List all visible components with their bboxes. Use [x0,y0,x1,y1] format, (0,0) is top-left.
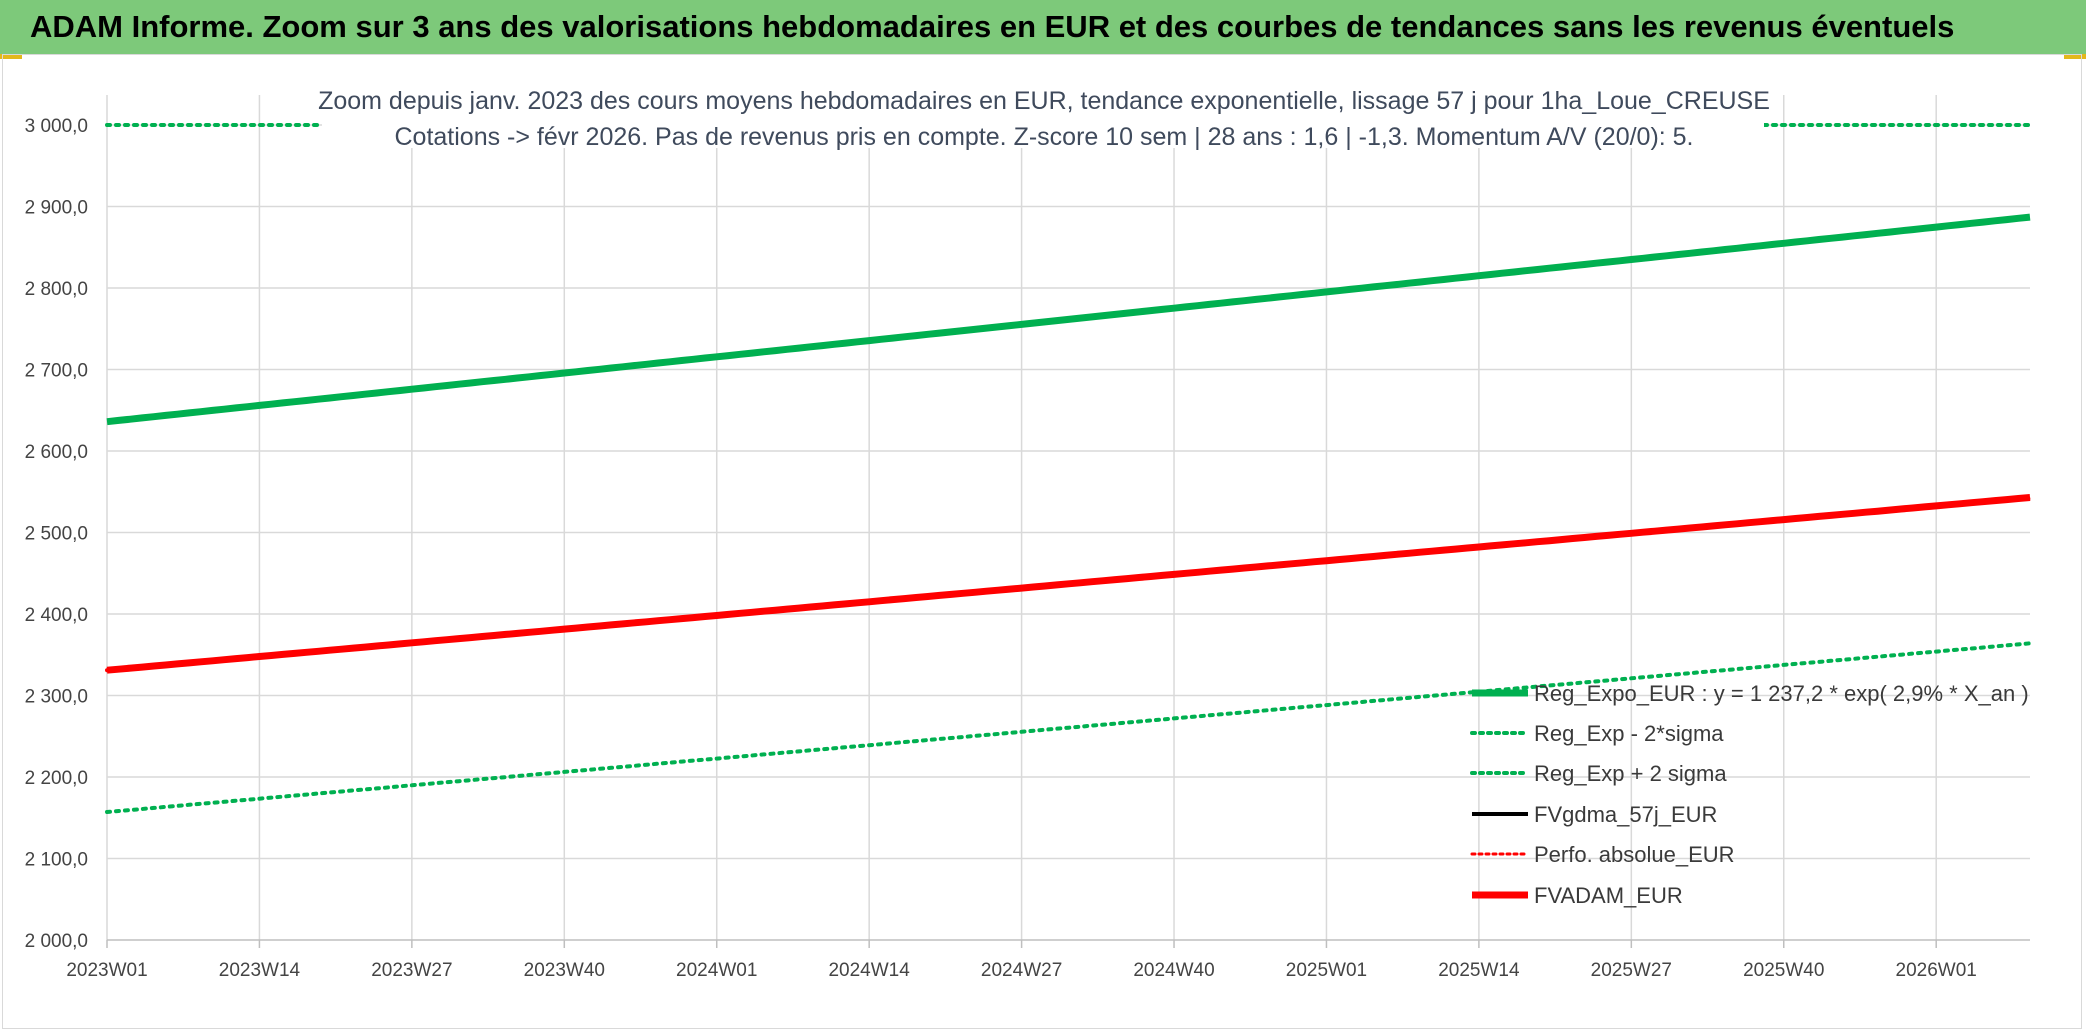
x-tick-label: 2024W01 [676,960,757,981]
y-tick-label: 2 900,0 [25,198,88,219]
y-tick-label: 3 000,0 [25,116,88,137]
x-tick-label: 2023W40 [524,960,605,981]
y-tick-label: 2 700,0 [25,361,88,382]
y-tick-label: 2 400,0 [25,605,88,626]
chart-title-line-1: Zoom depuis janv. 2023 des cours moyens … [318,87,1770,115]
y-axis-ticks: 2 000,0 2 100,0 2 200,0 2 300,0 2 400,0 2 500… [25,116,88,952]
y-tick-label: 2 600,0 [25,442,88,463]
legend-label-perfo: Perfo. absolue_EUR [1534,842,1735,867]
x-tick-label: 2025W27 [1591,960,1672,981]
x-tick-label: 2026W01 [1896,960,1977,981]
legend-label-reg-expo: Reg_Expo_EUR : y = 1 237,2 * exp( 2,9% *… [1534,681,2029,706]
x-tick-label: 2025W40 [1743,960,1824,981]
chart-title-line-2: Cotations -> févr 2026. Pas de revenus p… [394,123,1693,151]
x-tick-label: 2024W14 [828,960,910,981]
y-tick-label: 2 800,0 [25,279,88,300]
series-reg-minus-2sigma [105,641,2032,814]
series-reg-expo [106,213,2031,426]
legend: Reg_Expo_EUR : y = 1 237,2 * exp( 2,9% *… [1470,681,2029,908]
series-fvadam [106,494,2031,674]
x-tick-label: 2024W40 [1133,960,1214,981]
y-tick-label: 2 000,0 [25,931,88,952]
legend-label-gdma: FVgdma_57j_EUR [1534,802,1717,827]
series-lines [105,123,2032,814]
y-tick-label: 2 500,0 [25,524,88,545]
x-tick-label: 2023W27 [371,960,452,981]
x-axis-ticks: 2023W01 2023W14 2023W27 2023W40 2024W01 2024W… [66,939,2030,981]
legend-label-fvadam: FVADAM_EUR [1534,883,1683,908]
legend-label-reg-plus: Reg_Exp + 2 sigma [1534,761,1727,786]
chart-title-backdrop [322,78,1764,148]
y-tick-label: 2 300,0 [25,687,88,708]
y-tick-label: 2 100,0 [25,850,88,871]
x-tick-label: 2025W14 [1438,960,1520,981]
x-tick-label: 2023W01 [66,960,147,981]
corner-marker-right [2064,54,2086,59]
corner-marker-left [0,54,22,59]
y-tick-label: 2 200,0 [25,768,88,789]
grid-lines [106,95,2030,940]
x-tick-label: 2024W27 [981,960,1062,981]
report-title-banner: ADAM Informe. Zoom sur 3 ans des valoris… [0,0,2086,54]
legend-label-reg-minus: Reg_Exp - 2*sigma [1534,721,1724,746]
x-tick-label: 2025W01 [1286,960,1367,981]
x-tick-label: 2023W14 [219,960,301,981]
chart-frame [2,54,2082,1029]
